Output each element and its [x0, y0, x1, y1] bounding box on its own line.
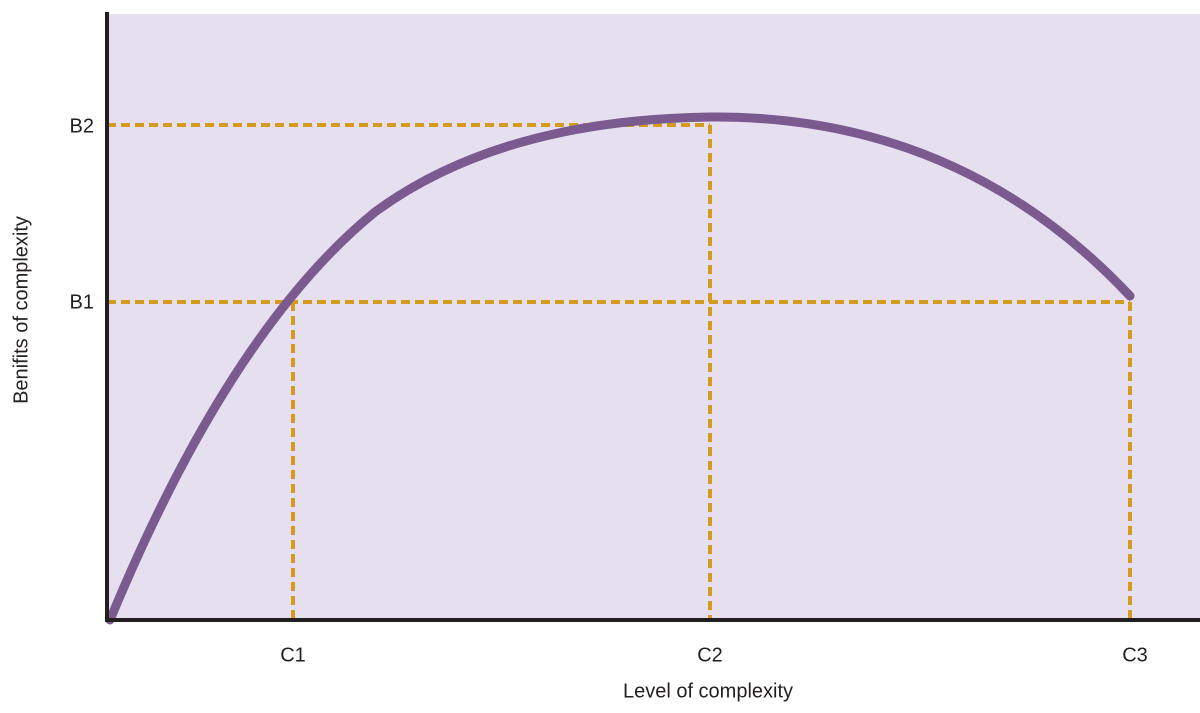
x-tick-label: C2 [697, 644, 723, 666]
diagram: B2 B1 C1 C2 C3 Level of complexity Benif… [0, 0, 1200, 708]
x-tick-label: C3 [1122, 644, 1148, 666]
y-axis-label: Benifits of complexity [10, 216, 32, 404]
x-tick-label: C1 [280, 644, 306, 666]
x-axis-label: Level of complexity [623, 680, 793, 702]
y-tick-label: B2 [70, 115, 94, 137]
page: {"x_axis": {"label": "Level of complexit… [0, 0, 1200, 708]
y-tick-label: B1 [70, 291, 94, 313]
